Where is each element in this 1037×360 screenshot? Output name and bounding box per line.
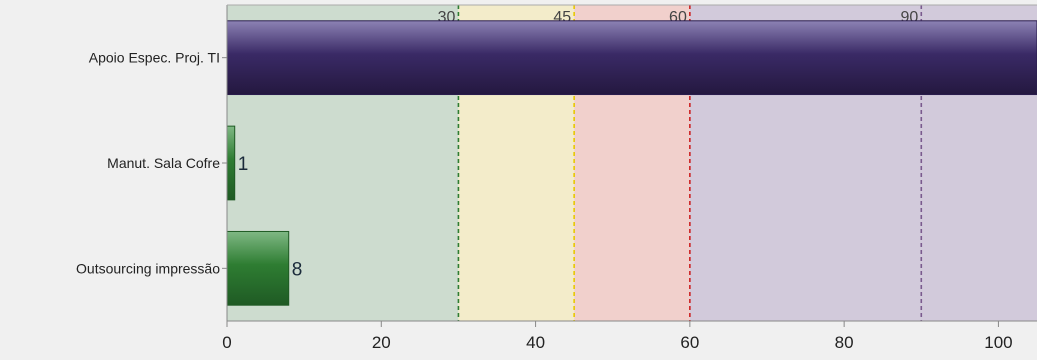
bar-2[interactable] [226,230,290,306]
bar-1[interactable] [226,125,236,201]
category-label-0: Apoio Espec. Proj. TI [89,50,220,66]
bar-0[interactable] [226,20,1037,96]
x-tick-label-100: 100 [984,333,1012,352]
x-tick-label-0: 0 [222,333,231,352]
data-label-1: 1 [238,154,249,175]
x-tick-label-20: 20 [372,333,391,352]
x-tick-label-40: 40 [526,333,545,352]
data-label-2: 8 [292,259,303,280]
x-tick-label-60: 60 [680,333,699,352]
category-label-2: Outsourcing impressão [76,260,220,276]
x-tick-label-80: 80 [835,333,854,352]
category-label-1: Manut. Sala Cofre [107,155,220,171]
